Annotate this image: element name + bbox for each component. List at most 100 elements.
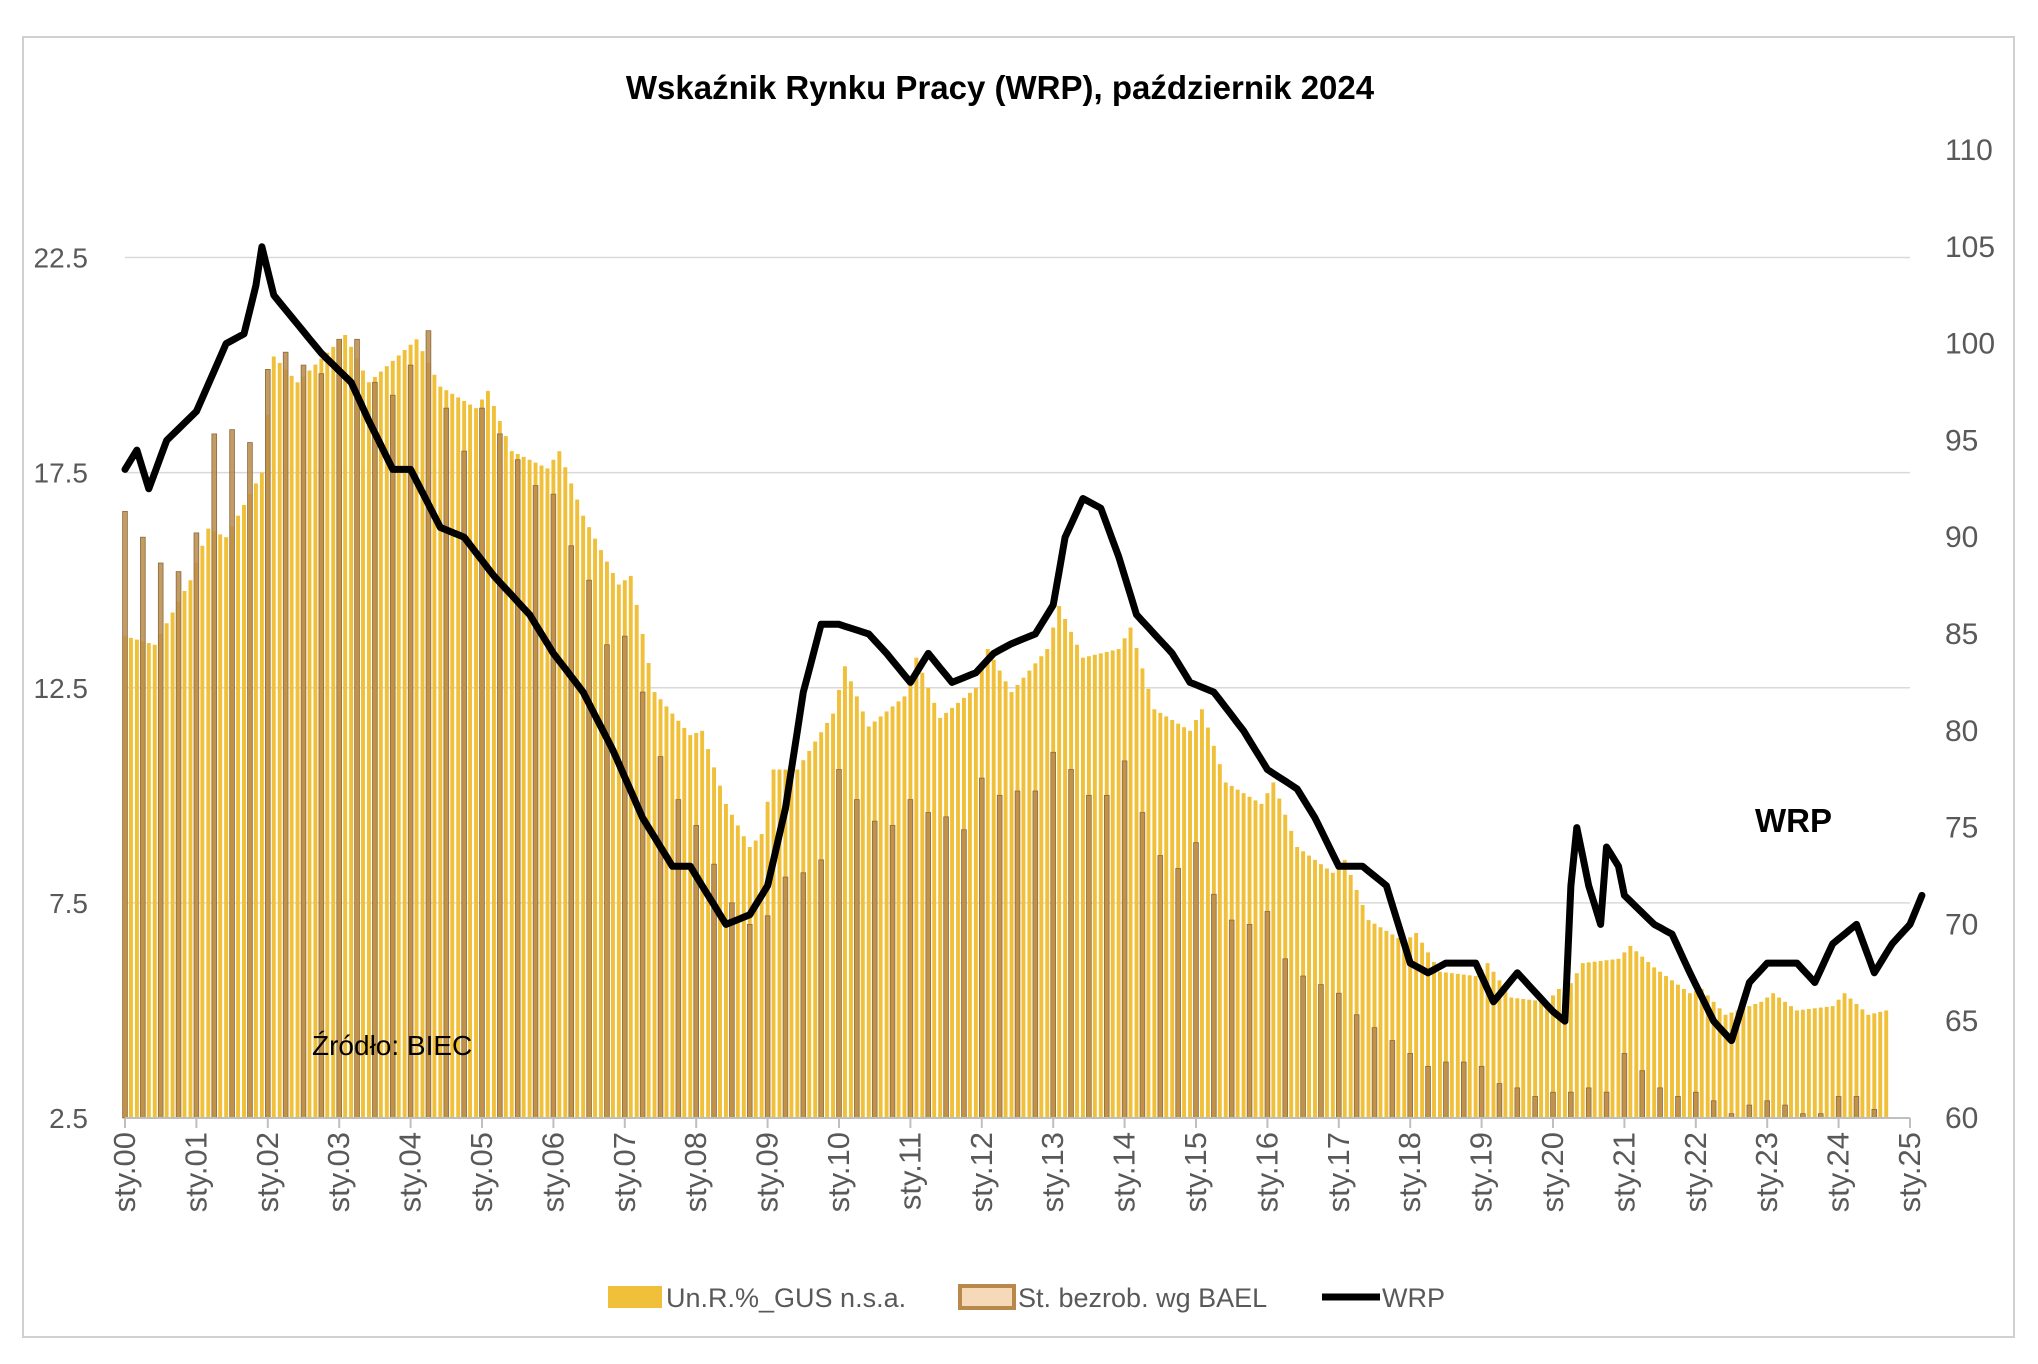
bael-bar [1835,1096,1842,1119]
gus-bar [1271,782,1276,1118]
gus-bar [1164,716,1169,1118]
bael-bar [1603,1091,1610,1119]
gus-bar [634,604,639,1118]
gus-bar [361,370,365,1118]
y-left-tick-label: 12.5 [34,673,89,704]
bael-bar [1086,794,1092,1119]
gus-bar [616,584,621,1118]
gus-bar [593,538,598,1118]
bael-bar [1264,911,1271,1119]
gus-bar [1366,920,1371,1118]
gus-bar [1289,830,1294,1118]
bael-bar [925,812,932,1119]
bael-bar [1871,1108,1878,1119]
y-left-tick-label: 22.5 [34,243,89,274]
gus-bar [777,769,782,1118]
gus-bar [1854,1003,1859,1118]
gus-bar [1562,993,1567,1118]
bael-bar [1764,1100,1770,1119]
gus-bar [1039,656,1044,1118]
gus-bar [200,545,205,1118]
bael-bar [1246,924,1253,1119]
gus-bar [1800,1009,1805,1118]
gus-bar [271,356,276,1118]
gus-bar [1182,727,1187,1118]
bael-bar [746,924,753,1119]
bael-bar [1746,1104,1753,1119]
gus-bar [878,716,883,1118]
legend-label-bael: St. bezrob. wg BAEL [1018,1283,1267,1313]
gus-bar [259,472,264,1119]
bael-bar [1568,1091,1574,1119]
gus-bar [224,537,229,1118]
gus-bar [1063,618,1068,1118]
bael-bar [1050,751,1056,1119]
bael-bar [1782,1104,1788,1119]
x-tick-label: sty.10 [821,1132,856,1212]
gus-bar [938,717,943,1118]
gus-bar [1503,988,1508,1118]
bael-bar [336,338,342,1119]
y-right-tick-label: 95 [1945,424,1978,457]
x-tick-label: sty.19 [1464,1132,1499,1212]
y-right-tick-label: 110 [1945,134,1993,167]
legend-label-gus: Un.R.%_GUS n.s.a. [666,1283,906,1313]
gus-bar [1045,649,1050,1118]
gus-bar [1497,980,1502,1118]
gus-bar [521,456,526,1118]
wrp-line [121,243,1926,1045]
y-right-tick-label: 80 [1945,715,1978,748]
gus-bar [1842,993,1847,1118]
gus-bar [1134,647,1139,1118]
x-tick-label: sty.11 [892,1132,927,1210]
bael-bar [943,816,949,1119]
bael-bar [514,459,521,1119]
legend-swatch-gus [608,1286,662,1308]
gus-bar [242,504,246,1118]
bael-bar [1585,1087,1592,1119]
gus-bar [1116,649,1121,1118]
gus-bar [509,451,514,1119]
bael-bar [1675,1096,1681,1119]
gus-bar [557,451,562,1119]
bael-bar [1532,1096,1538,1119]
gus-bar [914,657,919,1118]
bael-bar [1496,1083,1503,1119]
gus-bar [134,639,139,1118]
gus-bar [1396,938,1401,1118]
gus-bar [468,404,473,1118]
bael-bar [425,330,432,1119]
bael-bar [497,433,503,1119]
bael-bar [1228,919,1235,1119]
bael-bar [265,369,271,1119]
gus-bar [1539,1001,1544,1118]
bael-bar [675,799,682,1119]
bael-bar [1550,1091,1556,1119]
gus-bar [491,405,496,1119]
bael-bar [1336,992,1342,1119]
gus-bar [295,382,300,1118]
gus-bar [1580,963,1585,1118]
gus-bar [182,590,187,1118]
gus-bar [1509,997,1514,1118]
gus-bar [718,785,722,1118]
gus-bar [1866,1014,1871,1118]
bael-bar [193,532,200,1119]
gus-bar [1670,980,1674,1118]
bael-bar [1121,760,1128,1119]
gus-bar [277,362,282,1119]
x-tick-label: sty.21 [1606,1132,1641,1212]
x-tick-label: sty.22 [1678,1132,1713,1212]
bael-bar [282,351,289,1119]
x-tick-label: sty.14 [1107,1132,1142,1212]
gus-bar [1771,993,1776,1118]
source-note: Źródło: BIEC [312,1030,472,1061]
bael-bar [604,644,610,1119]
gus-bar [164,623,169,1118]
gus-bar [1741,1008,1746,1118]
bael-bar [229,429,235,1119]
gus-bar [1533,1000,1538,1118]
bael-bar [729,902,735,1119]
gus-bar [842,666,847,1118]
gus-bar [1360,905,1365,1118]
